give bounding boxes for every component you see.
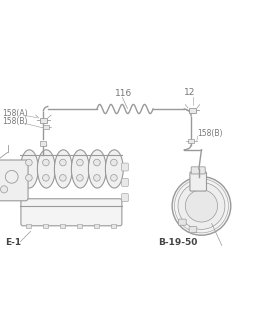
Circle shape [185,190,217,222]
Ellipse shape [54,150,72,188]
Circle shape [42,159,49,166]
FancyBboxPatch shape [178,219,185,225]
Bar [26,224,31,228]
Bar [40,141,46,146]
Circle shape [93,159,100,166]
Circle shape [59,159,66,166]
Text: 116: 116 [114,89,132,98]
Text: 158(B): 158(B) [197,129,222,138]
Circle shape [76,174,83,181]
FancyBboxPatch shape [121,163,128,171]
Text: 158(B): 158(B) [3,117,28,126]
FancyBboxPatch shape [190,167,204,174]
Circle shape [25,159,32,166]
FancyBboxPatch shape [0,160,28,201]
Ellipse shape [71,150,89,188]
FancyBboxPatch shape [121,194,128,202]
Circle shape [42,174,49,181]
FancyBboxPatch shape [121,178,128,186]
Bar [43,125,49,129]
Bar [43,224,48,228]
Bar [188,108,195,113]
Circle shape [177,182,224,229]
Bar [94,224,99,228]
Bar [111,224,116,228]
Bar [77,224,82,228]
FancyBboxPatch shape [21,199,121,226]
Circle shape [110,159,117,166]
Text: 12: 12 [184,88,195,97]
Text: 158(A): 158(A) [3,109,28,118]
Circle shape [76,159,83,166]
Circle shape [93,174,100,181]
Circle shape [110,174,117,181]
Circle shape [59,174,66,181]
Bar [40,118,47,123]
Bar [60,224,65,228]
Ellipse shape [105,150,123,188]
Ellipse shape [37,150,55,188]
Ellipse shape [88,150,106,188]
FancyBboxPatch shape [188,227,196,233]
Text: B-19-50: B-19-50 [157,238,197,247]
FancyBboxPatch shape [189,172,206,191]
Circle shape [171,177,230,235]
Text: E-1: E-1 [5,238,21,247]
Circle shape [1,186,8,193]
Ellipse shape [20,150,38,188]
Circle shape [25,174,32,181]
Bar [187,139,194,143]
